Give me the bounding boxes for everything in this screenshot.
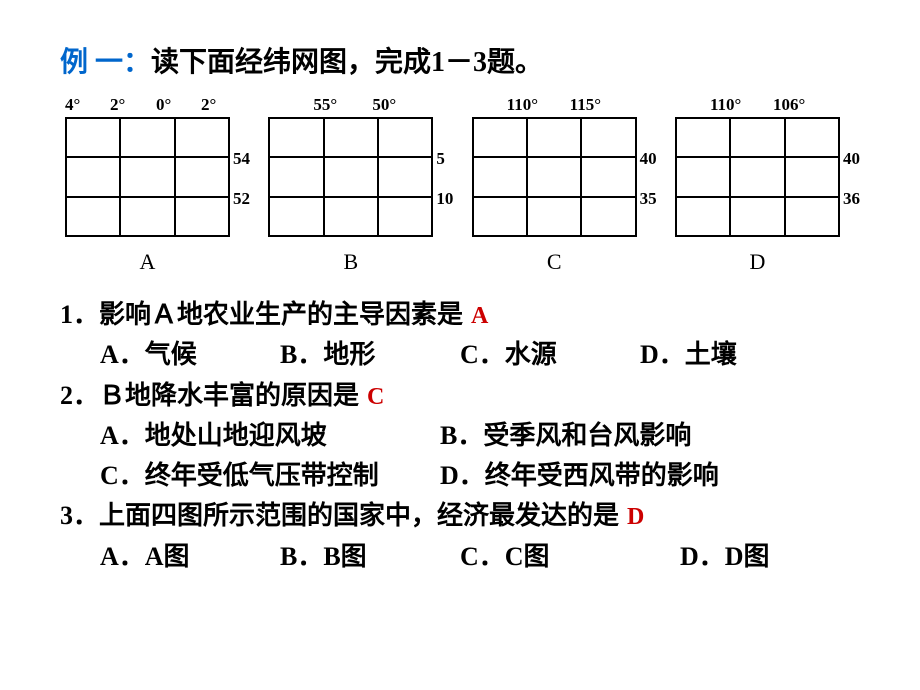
q3-options: A．A图 B．B图 C．C图 D．D图	[60, 537, 870, 577]
grid-top-label: 110°	[710, 95, 741, 115]
grid-top-label: 2°	[201, 95, 216, 115]
q3-answer: D	[627, 504, 644, 530]
q1-options: A．气候 B．地形 C．水源 D．土壤	[60, 335, 870, 375]
q1-text: 1．影响Ａ地农业生产的主导因素是	[60, 300, 463, 329]
q3-opt-d: D．D图	[680, 537, 860, 577]
title-prefix: 例 一：	[60, 47, 151, 78]
q3-text: 3．上面四图所示范围的国家中，经济最发达的是	[60, 501, 619, 530]
grid-side-label: 5	[436, 149, 445, 169]
grid-side-label: 10	[436, 189, 453, 209]
q1-opt-a: A．气候	[100, 335, 280, 375]
grid-D: 110° 106° 40 36 D	[675, 95, 865, 275]
q2-opt-a: A．地处山地迎风坡	[100, 416, 440, 456]
q1-opt-b: B．地形	[280, 335, 460, 375]
q2-opt-c: C．终年受低气压带控制	[100, 456, 440, 496]
grid-top-label: 4°	[65, 95, 80, 115]
grid-top-label: 0°	[156, 95, 171, 115]
grid-top-label: 115°	[570, 95, 601, 115]
grid-side-label: 40	[843, 149, 860, 169]
grid-top-label: 2°	[110, 95, 125, 115]
q1-text-line: 1．影响Ａ地农业生产的主导因素是 A	[60, 295, 870, 335]
grid-top-label: 50°	[372, 95, 396, 115]
grid-name: B	[268, 249, 433, 275]
grid-name: A	[65, 249, 230, 275]
grid-side-label: 52	[233, 189, 250, 209]
grid-A: 4° 2° 0° 2° 54 52 A	[65, 95, 255, 275]
q2-text-line: 2．Ｂ地降水丰富的原因是 C	[60, 376, 870, 416]
q3-opt-a: A．A图	[100, 537, 280, 577]
q2-text: 2．Ｂ地降水丰富的原因是	[60, 381, 359, 410]
grid-side-label: 35	[640, 189, 657, 209]
grid-top-label: 110°	[507, 95, 538, 115]
q2-answer: C	[367, 384, 384, 410]
example-title: 例 一：读下面经纬网图，完成1－3题。	[60, 40, 870, 80]
q3-opt-c: C．C图	[460, 537, 680, 577]
q2-options: A．地处山地迎风坡 B．受季风和台风影响 C．终年受低气压带控制 D．终年受西风…	[60, 416, 870, 497]
q1-answer: A	[471, 303, 488, 329]
grid-C: 110° 115° 40 35 C	[472, 95, 662, 275]
q2-opt-b: B．受季风和台风影响	[440, 416, 691, 456]
q1-opt-d: D．土壤	[640, 335, 820, 375]
title-rest: 读下面经纬网图，完成1－3题。	[151, 47, 543, 78]
grid-top-label: 106°	[773, 95, 805, 115]
q2-opt-d: D．终年受西风带的影响	[440, 456, 719, 496]
grid-name: C	[472, 249, 637, 275]
grid-name: D	[675, 249, 840, 275]
grid-side-label: 36	[843, 189, 860, 209]
grid-top-label: 55°	[313, 95, 337, 115]
grid-side-label: 54	[233, 149, 250, 169]
grid-B: 55° 50° 5 10 B	[268, 95, 458, 275]
grids-row: 4°2°0°2°5452A55°50°510B110°115°4035C110°…	[60, 95, 870, 275]
q3-opt-b: B．B图	[280, 537, 460, 577]
q3-text-line: 3．上面四图所示范围的国家中，经济最发达的是 D	[60, 496, 870, 536]
q1-opt-c: C．水源	[460, 335, 640, 375]
questions: 1．影响Ａ地农业生产的主导因素是 A A．气候 B．地形 C．水源 D．土壤 2．…	[60, 295, 870, 577]
grid-side-label: 40	[640, 149, 657, 169]
